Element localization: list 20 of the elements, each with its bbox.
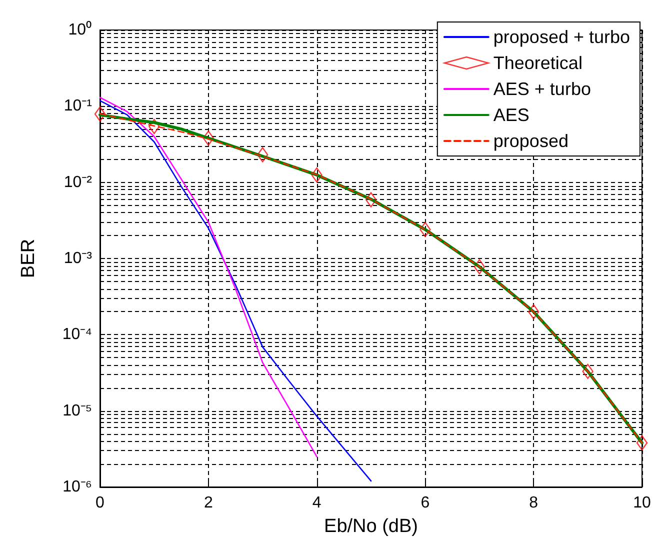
legend-label: Theoretical: [493, 53, 582, 73]
y-axis-title: BER: [18, 238, 39, 278]
legend-label: AES: [493, 105, 530, 125]
x-tick-label: 8: [529, 494, 538, 512]
y-tick-label: 10⁻²: [64, 174, 93, 191]
y-tick-label: 10⁰: [68, 20, 92, 38]
legend-label: AES + turbo: [493, 79, 591, 99]
legend-label: proposed + turbo: [493, 27, 630, 47]
x-tick-label: 10: [633, 494, 651, 512]
y-tick-label: 10⁻¹: [64, 98, 92, 115]
legend-label: proposed: [493, 131, 568, 151]
y-tick-label: 10⁻⁴: [62, 326, 92, 344]
x-axis-title: Eb/No (dB): [324, 516, 418, 537]
y-tick-label: 10⁻³: [64, 250, 93, 267]
x-tick-label: 2: [204, 494, 213, 512]
x-tick-label: 6: [420, 494, 430, 512]
y-tick-label: 10⁻⁶: [62, 478, 92, 496]
x-tick-label: 4: [312, 494, 322, 512]
x-tick-label: 0: [96, 494, 105, 512]
y-tick-label: 10⁻⁵: [62, 402, 92, 420]
